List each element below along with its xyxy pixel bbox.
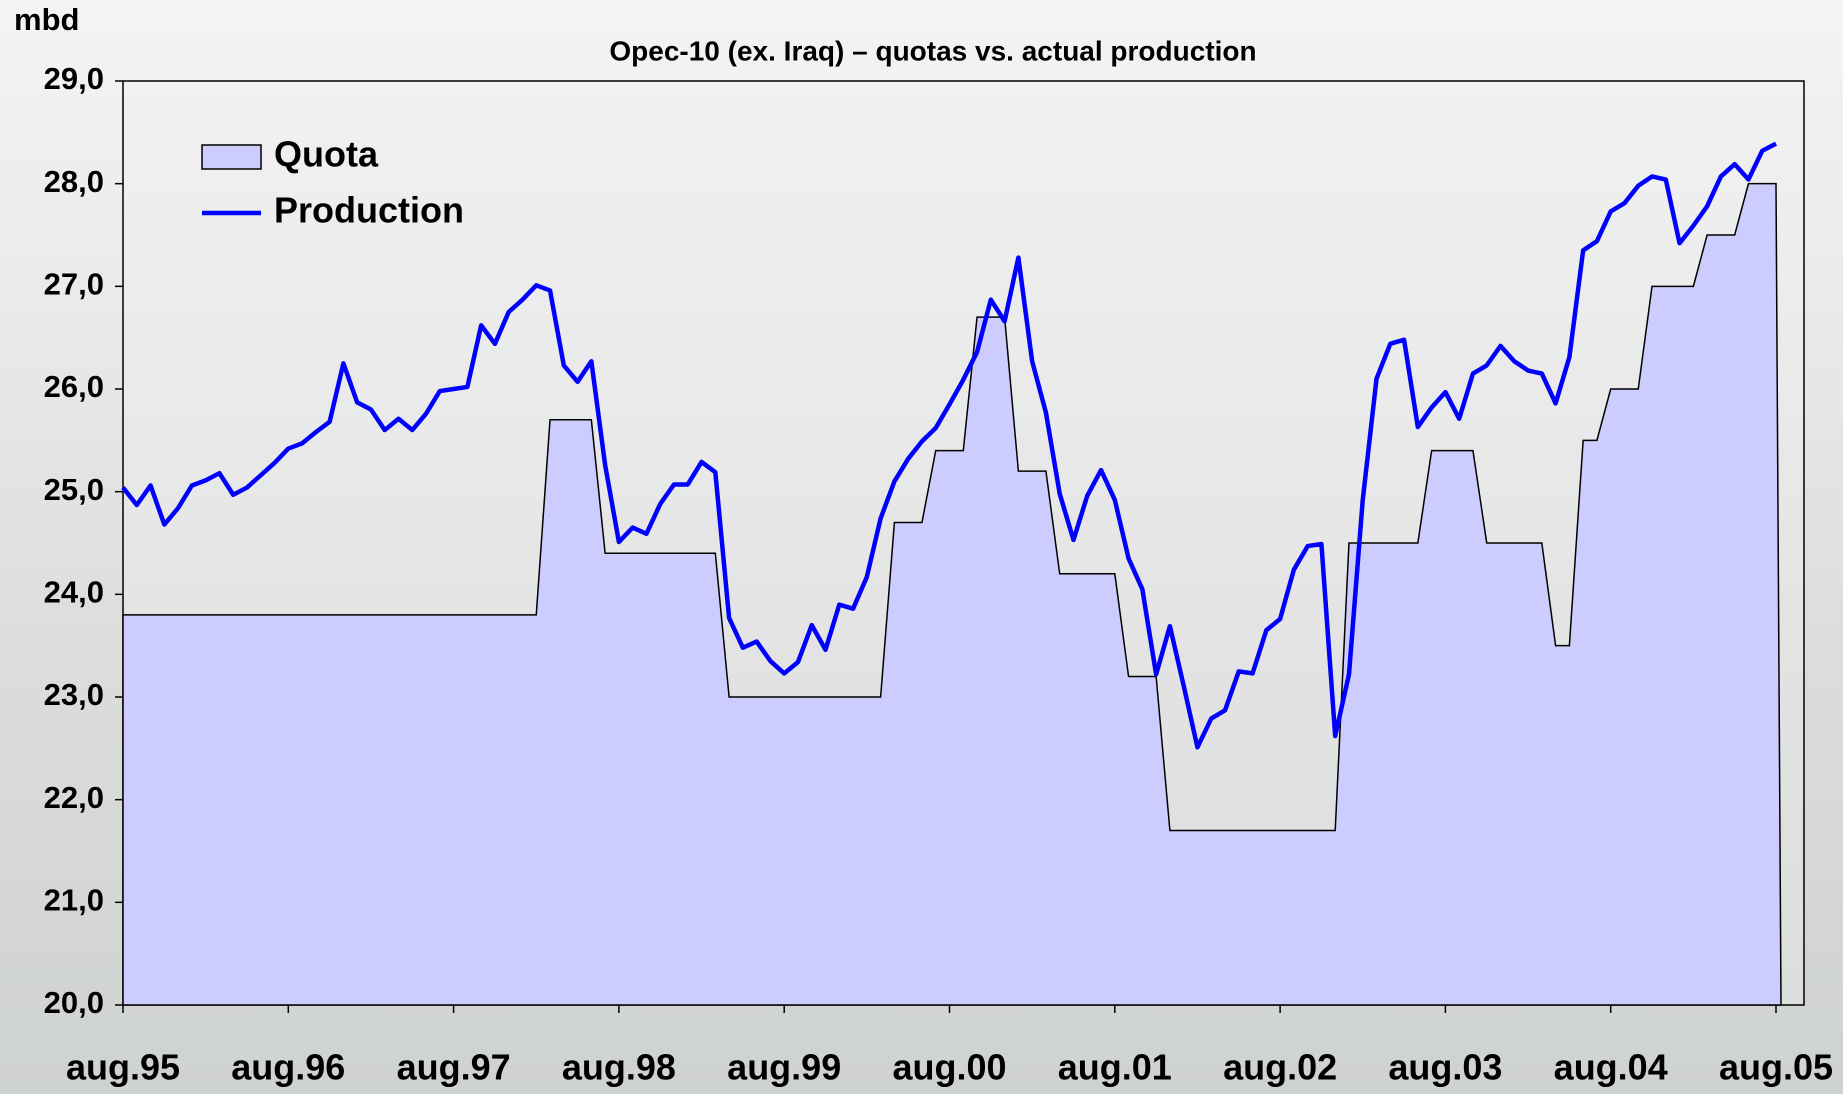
y-tick-label: 21,0: [44, 883, 104, 918]
legend-swatch: [201, 144, 262, 170]
x-tick-label: aug.00: [892, 1047, 1006, 1088]
quota-area: [122, 182, 1782, 1006]
y-tick-label: 29,0: [44, 61, 104, 96]
y-tick-label: 20,0: [44, 985, 104, 1020]
y-tick-label: 27,0: [44, 267, 104, 302]
x-tick-label: aug.05: [1719, 1047, 1833, 1088]
chart-title: Opec-10 (ex. Iraq) – quotas vs. actual p…: [609, 35, 1256, 66]
legend-label: Production: [274, 190, 464, 231]
x-tick-label: aug.95: [66, 1047, 180, 1088]
x-tick-label: aug.99: [727, 1047, 841, 1088]
x-tick-label: aug.96: [231, 1047, 345, 1088]
legend-label: Quota: [274, 134, 379, 175]
y-tick-label: 25,0: [44, 472, 104, 507]
y-tick-label: 23,0: [44, 677, 104, 712]
y-tick-label: 24,0: [44, 575, 104, 610]
y-tick-label: 22,0: [44, 780, 104, 815]
y-tick-label: 28,0: [44, 164, 104, 199]
production-line: [121, 141, 1778, 750]
x-tick-label: aug.02: [1223, 1047, 1337, 1088]
x-tick-label: aug.01: [1058, 1047, 1172, 1088]
y-tick-label: 26,0: [44, 369, 104, 404]
x-tick-label: aug.98: [562, 1047, 676, 1088]
y-axis-label: mbd: [14, 2, 79, 37]
x-tick-label: aug.97: [397, 1047, 511, 1088]
x-tick-label: aug.04: [1554, 1047, 1668, 1088]
x-tick-label: aug.03: [1388, 1047, 1502, 1088]
